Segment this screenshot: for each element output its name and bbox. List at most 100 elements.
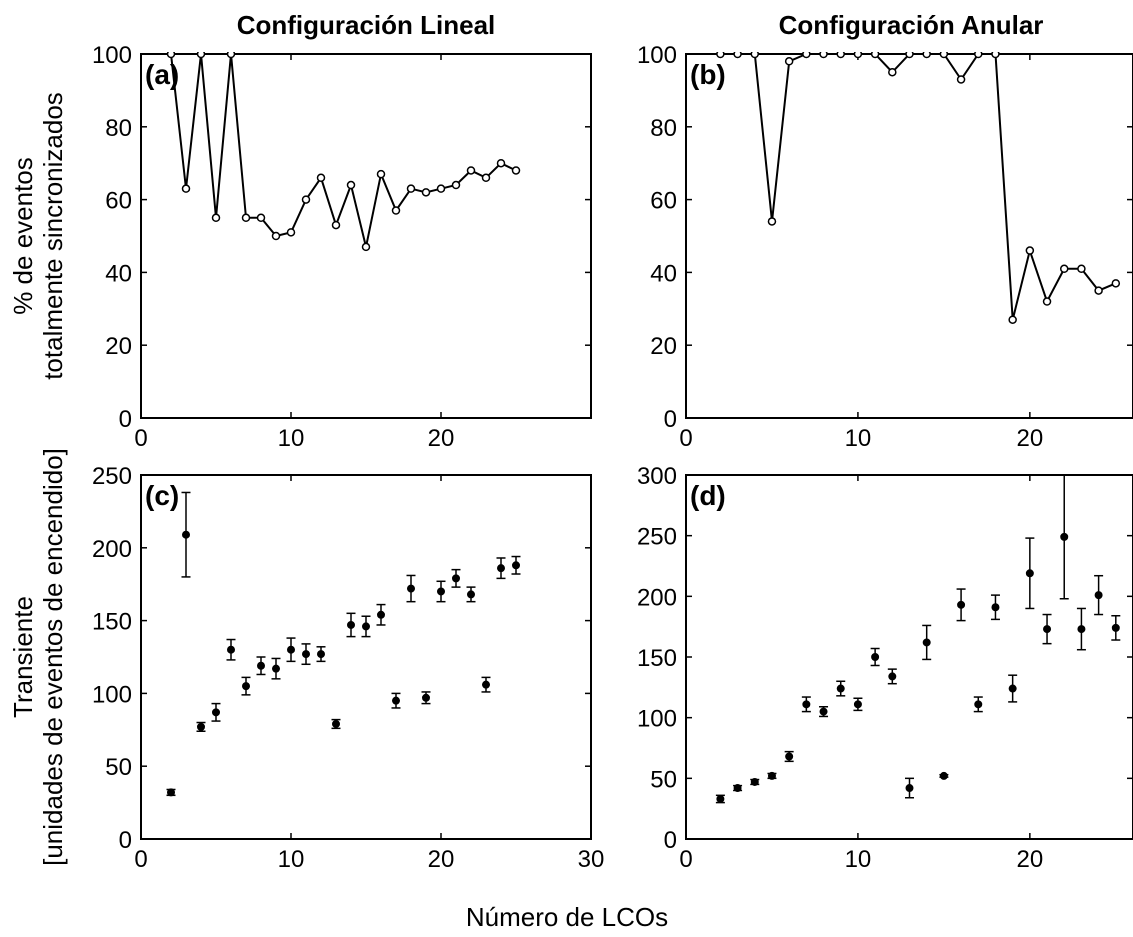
data-point [888, 672, 897, 681]
data-point [957, 600, 966, 609]
y-tick-label: 200 [637, 584, 677, 611]
data-point [317, 650, 325, 659]
data-marks [166, 52, 521, 252]
x-tick-label: 20 [428, 846, 455, 873]
data-point [497, 564, 505, 573]
data-point [286, 228, 296, 237]
data-point [974, 52, 983, 59]
y-tick-label: 50 [650, 766, 677, 793]
y-axis-label: Transiente [8, 596, 38, 718]
data-point [376, 169, 386, 179]
data-point [347, 620, 355, 629]
data-point [836, 52, 845, 59]
data-point [482, 680, 490, 689]
data-point [257, 661, 265, 670]
y-tick-label: 40 [105, 260, 132, 287]
y-tick-label: 50 [105, 754, 132, 781]
y-tick-label: 20 [105, 333, 132, 360]
data-point [226, 52, 236, 59]
data-point [785, 752, 794, 761]
y-tick-label: 60 [650, 188, 677, 215]
data-point [377, 610, 385, 619]
data-point [452, 574, 460, 583]
data-marks [166, 491, 521, 797]
data-point [1111, 279, 1121, 288]
data-point [750, 777, 759, 786]
data-point [1008, 684, 1017, 693]
data-point [1059, 264, 1069, 274]
series-line [170, 53, 517, 248]
data-point [922, 52, 931, 59]
data-point [421, 188, 431, 197]
data-point [466, 166, 476, 175]
plot-frame [140, 474, 592, 840]
data-point [819, 52, 828, 59]
data-point [905, 784, 914, 793]
data-point [167, 788, 175, 797]
x-tick-label: 10 [278, 846, 305, 873]
y-tick-label: 200 [92, 536, 132, 563]
data-point [212, 708, 220, 717]
data-point [181, 184, 191, 193]
x-tick-label: 0 [134, 846, 147, 873]
y-tick-label: 300 [637, 463, 677, 490]
data-marks [715, 474, 1121, 804]
data-point [802, 700, 811, 709]
data-point [716, 794, 725, 803]
data-point [241, 213, 251, 223]
data-point [1025, 569, 1034, 578]
data-point [391, 206, 401, 215]
data-point [956, 75, 966, 84]
data-point [302, 650, 310, 659]
y-tick-label: 250 [92, 463, 132, 490]
y-tick-label: 100 [92, 681, 132, 708]
data-point [211, 213, 221, 223]
data-point [802, 52, 811, 59]
data-point [1094, 591, 1103, 600]
data-point [301, 195, 311, 204]
panel-label: (b) [690, 59, 726, 90]
plot-frame [140, 53, 592, 419]
series-line [720, 53, 1117, 320]
data-point [271, 231, 281, 241]
data-point [1042, 297, 1052, 306]
data-point [332, 719, 340, 728]
data-point [182, 530, 190, 539]
data-point [939, 52, 949, 59]
data-point [853, 700, 862, 709]
data-point [437, 587, 445, 596]
y-tick-label: 100 [92, 42, 132, 69]
data-point [451, 180, 461, 190]
x-tick-label: 10 [845, 846, 872, 873]
data-point [871, 653, 880, 661]
y-axis-label: [unidades de eventos de encendido] [38, 448, 68, 866]
data-point [836, 684, 845, 693]
y-tick-label: 150 [637, 645, 677, 672]
data-point [166, 52, 176, 59]
x-tick-label: 10 [278, 425, 305, 452]
y-tick-label: 100 [637, 42, 677, 69]
data-point [888, 67, 897, 77]
chart-title: Configuración Lineal [237, 10, 496, 40]
data-point [287, 645, 295, 654]
data-point [481, 173, 491, 183]
y-tick-label: 250 [637, 524, 677, 551]
plot-frame [685, 53, 1133, 419]
data-point [346, 180, 356, 190]
data-point [512, 561, 520, 570]
y-tick-label: 80 [650, 115, 677, 142]
data-point [922, 638, 931, 647]
data-point [784, 57, 794, 66]
data-point [407, 584, 415, 593]
x-tick-label: 20 [1016, 846, 1043, 873]
data-point [496, 158, 506, 168]
data-point [905, 52, 914, 59]
y-tick-label: 0 [664, 406, 677, 433]
data-point [853, 52, 863, 59]
data-point [974, 700, 983, 709]
x-tick-label: 20 [1016, 425, 1043, 452]
y-tick-label: 0 [119, 406, 132, 433]
y-tick-label: 0 [119, 827, 132, 854]
